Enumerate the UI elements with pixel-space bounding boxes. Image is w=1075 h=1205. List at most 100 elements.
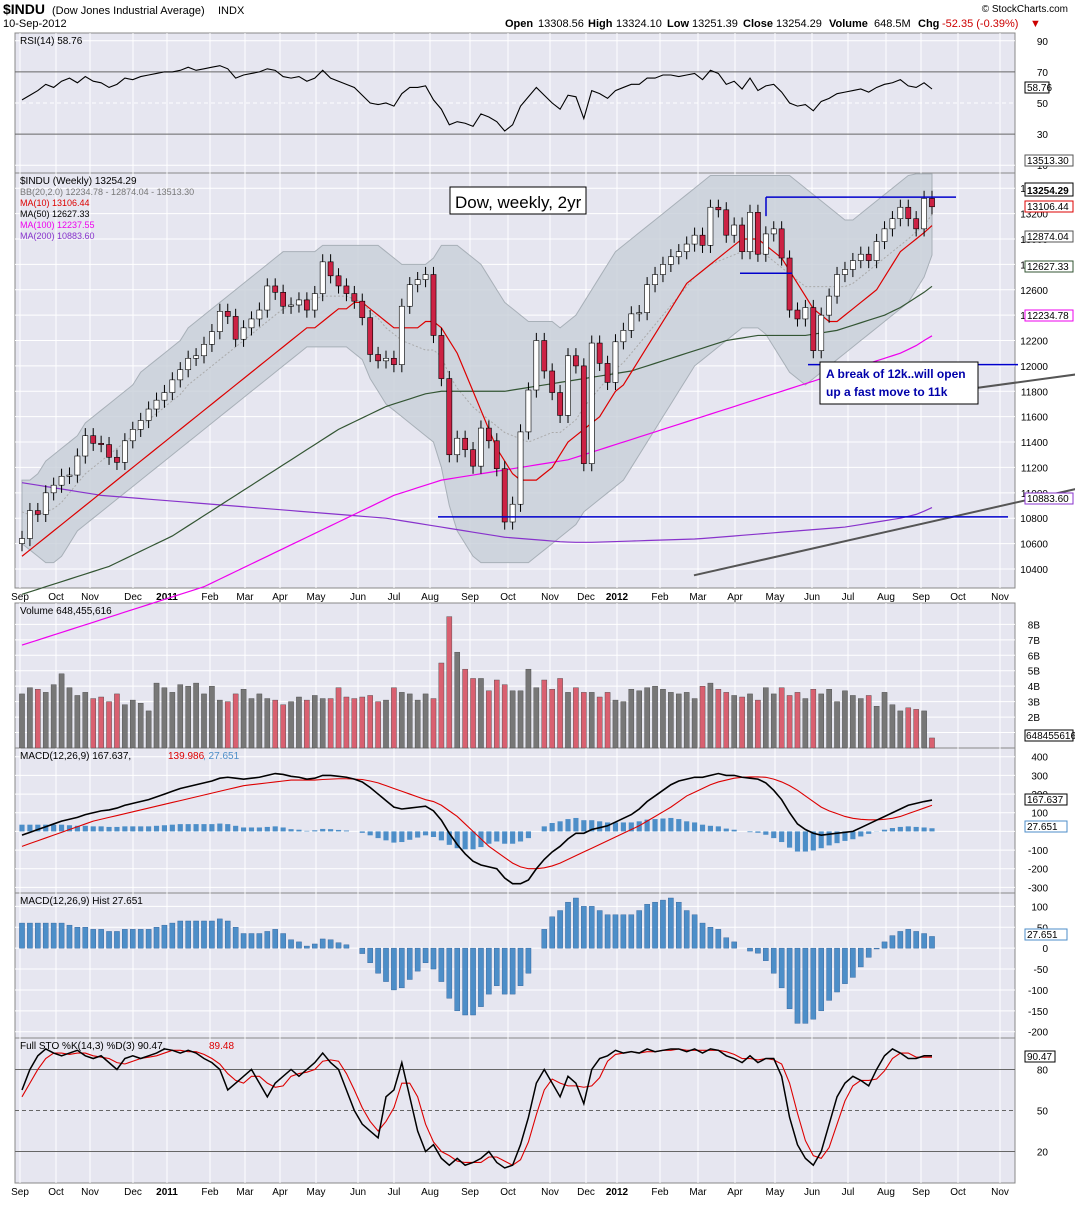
- volume-bar: [874, 706, 879, 748]
- hist-bar: [146, 929, 151, 948]
- hist-bar: [194, 921, 199, 948]
- volume-bar: [858, 699, 863, 748]
- hist-bar: [130, 929, 135, 948]
- macd-hist-bar: [803, 831, 808, 851]
- volume-bar: [565, 692, 570, 748]
- hist-bar: [518, 948, 523, 986]
- candle-body: [486, 428, 491, 441]
- volume-tick-label: 4B: [1028, 682, 1041, 693]
- volume-bar: [573, 688, 578, 748]
- hist-bar: [510, 948, 515, 994]
- candle-body: [83, 436, 88, 456]
- macd-signal-value: 139.986: [168, 751, 205, 762]
- volume-bar: [589, 692, 594, 748]
- candle-body: [605, 363, 610, 382]
- candle-body: [463, 438, 468, 449]
- macd-hist-bar: [344, 831, 349, 832]
- price-tick-label: 11400: [1021, 438, 1049, 449]
- candle-body: [803, 308, 808, 319]
- month-tick-label: Apr: [272, 592, 288, 603]
- macd-hist-bar: [296, 830, 301, 832]
- volume-tick-label: 7B: [1028, 636, 1041, 647]
- hist-bar: [257, 934, 262, 949]
- hist-bar: [478, 948, 483, 1007]
- month-tick-label: Oct: [48, 1187, 64, 1198]
- macd-hist-bar: [360, 831, 365, 832]
- hist-bar: [724, 938, 729, 948]
- month-tick-label: Mar: [689, 592, 707, 603]
- volume-bar: [581, 692, 586, 748]
- candle-body: [518, 432, 523, 504]
- volume-bar: [550, 689, 555, 748]
- month-tick-label: Mar: [236, 592, 254, 603]
- rsi-tick-label: 70: [1037, 68, 1049, 79]
- candle-body: [241, 328, 246, 339]
- hist-bar: [542, 929, 547, 948]
- svg-text:13513.30: 13513.30: [1027, 156, 1069, 167]
- macd-hist-bar: [724, 829, 729, 832]
- sto-tick-label: 50: [1037, 1107, 1049, 1118]
- macd-title: MACD(12,26,9) 167.637,: [20, 751, 131, 762]
- volume-bar: [621, 702, 626, 748]
- svg-text:167.637: 167.637: [1027, 795, 1064, 806]
- macd-hist-bar: [201, 824, 206, 831]
- hist-bar: [565, 902, 570, 948]
- hist-bar: [162, 925, 167, 948]
- macd-hist-bar: [676, 819, 681, 831]
- candle-body: [399, 306, 404, 364]
- hist-bar: [138, 929, 143, 948]
- month-tick-label: Oct: [950, 1187, 966, 1198]
- close-value: 13254.29: [776, 18, 822, 30]
- hist-bar: [526, 948, 531, 973]
- volume-bar: [740, 697, 745, 748]
- macd-hist-bar: [716, 826, 721, 831]
- candle-body: [771, 229, 776, 234]
- svg-text:13254.29: 13254.29: [1027, 186, 1069, 197]
- month-tick-label: Sep: [912, 1187, 930, 1198]
- volume-bar: [558, 678, 563, 748]
- svg-text:648455616: 648455616: [1026, 731, 1075, 742]
- candle-body: [652, 275, 657, 285]
- candle-body: [779, 229, 784, 258]
- hist-bar: [803, 948, 808, 1023]
- volume-bar: [130, 700, 135, 748]
- volume-bar: [368, 695, 373, 748]
- month-tick-label: Oct: [48, 592, 64, 603]
- month-tick-label: Feb: [651, 1187, 669, 1198]
- volume-bar: [803, 699, 808, 748]
- macd-hist-bar: [510, 831, 515, 843]
- hist-bar: [336, 943, 341, 948]
- volume-bar: [542, 680, 547, 748]
- volume-bar: [75, 695, 80, 748]
- volume-bar: [660, 689, 665, 748]
- macd-hist-bar: [597, 821, 602, 831]
- volume-bar: [114, 694, 119, 748]
- volume-bar: [850, 695, 855, 748]
- candle-body: [336, 276, 341, 286]
- volume-bar: [209, 686, 214, 748]
- volume-bar: [328, 699, 333, 748]
- macd-hist-bar: [890, 828, 895, 831]
- month-tick-label: Jun: [350, 1187, 366, 1198]
- candle-body: [360, 301, 365, 317]
- volume-bar: [391, 688, 396, 748]
- volume-bar: [233, 694, 238, 748]
- candle-body: [288, 305, 293, 306]
- macd-hist-bar: [304, 831, 309, 832]
- candle-body: [842, 269, 847, 274]
- hist-tick-label: -100: [1028, 986, 1048, 997]
- volume-bar: [162, 688, 167, 748]
- candle-body: [225, 311, 230, 316]
- macd-hist-bar: [99, 826, 104, 831]
- hist-bar: [59, 923, 64, 948]
- volume-bar: [763, 688, 768, 748]
- volume-bar: [360, 697, 365, 748]
- volume-bar: [787, 695, 792, 748]
- volume-bar: [455, 652, 460, 748]
- macd-hist-bar: [763, 831, 768, 834]
- macd-hist-bar: [91, 826, 96, 831]
- macd-hist-bar: [581, 820, 586, 831]
- macd-hist-bar: [320, 829, 325, 831]
- month-tick-label: Aug: [877, 592, 895, 603]
- macd-hist-bar: [502, 831, 507, 843]
